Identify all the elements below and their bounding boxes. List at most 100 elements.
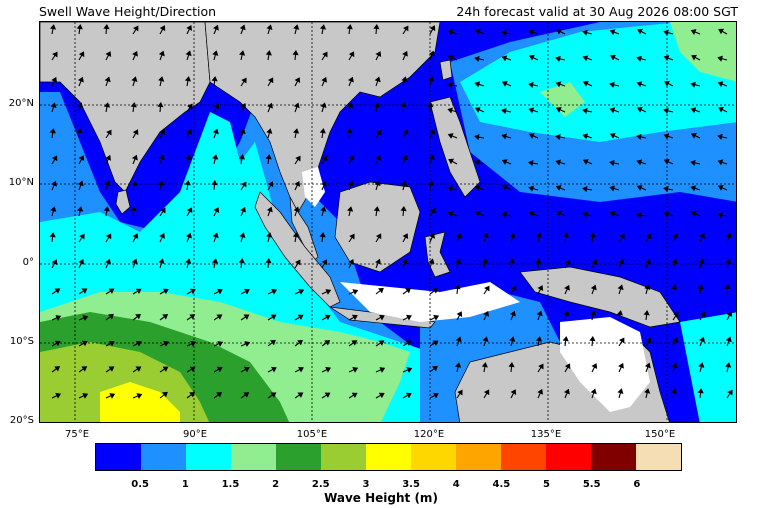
swell-arrow-head [501,55,508,62]
swell-arrow-head [717,185,724,191]
swell-arrow-head [405,392,412,399]
swell-arrow-head [610,54,616,61]
lon-label-135e: 135°E [530,429,562,440]
swell-arrow-head [474,28,481,35]
swell-arrow-head [717,55,723,62]
swell-arrow-head [212,232,219,239]
swell-arrow-head [211,258,219,264]
no-data-arafura [560,317,650,412]
swell-arrow-head [670,284,678,290]
swell-arrow-head [103,206,110,212]
lon-label-120e: 120°E [413,429,445,440]
swell-arrow-head [189,314,196,320]
colorbar-segment [591,444,636,470]
swell-arrow-head [483,389,490,396]
swell-arrow-head [109,393,116,399]
swell-arrow-head [725,336,732,343]
swell-arrow-head [51,155,58,162]
swell-arrow-head [294,180,301,187]
swell-arrow-head [618,258,625,265]
swell-arrow-head [717,159,724,166]
swell-arrow-head [400,205,407,212]
swell-arrow-head [265,257,272,264]
swell-arrow-head [447,185,453,192]
swell-arrow-head [455,232,462,239]
swell-arrow-head [190,341,197,347]
swell-arrow-head [378,340,385,346]
swell-arrow-head [49,128,56,134]
swell-arrow-head [475,210,481,217]
swell-arrow-head [270,339,276,346]
colorbar-tick-label: 4.5 [492,479,511,490]
swell-arrow-head [456,311,463,317]
land-new-guinea [519,266,681,328]
swell-arrow-head [379,314,385,321]
swell-arrow-head [590,310,597,316]
swell-arrow-head [401,154,408,161]
swell-arrow-head [528,54,535,61]
swell-arrow-head [54,340,61,347]
swell-arrow-head [717,133,723,140]
swell-arrow-head [159,232,165,239]
swell-arrow-head [76,24,83,30]
swell-arrow-head [320,206,327,212]
swell-arrow-head [663,29,669,36]
swell-arrow-head [295,259,301,266]
colorbar-segment [411,444,456,470]
swell-arrow-head [374,180,381,187]
swell-arrow-head [582,186,588,193]
swell-arrow-head [292,49,299,56]
swell-arrow-head [162,288,169,295]
swell-arrow-head [474,107,481,113]
swell-arrow-head [324,340,331,346]
swell-arrow-head [346,206,354,212]
swell-arrow-head [186,128,192,135]
swell-arrow-head [644,362,651,369]
swell-arrow-head [325,366,332,373]
swell-arrow-head [239,24,246,31]
swell-arrow-head [374,76,381,83]
swell-arrow-head [698,362,705,368]
swell-arrow-head [162,314,169,320]
swell-arrow-head [537,388,543,395]
swell-arrow-head [159,25,166,32]
swell-arrow-head [616,310,623,316]
swell-arrow-head [619,337,625,344]
swell-arrow-head [266,24,273,31]
swell-arrow-head [77,180,84,187]
swell-arrow-head [591,259,598,266]
swell-arrow-head [501,81,508,87]
swell-arrow-head [322,51,328,58]
swell-arrow-head [240,206,246,213]
swell-arrow-head [77,102,84,108]
swell-arrow-head [672,233,679,239]
swell-arrow-head [321,180,327,187]
swell-arrow-head [672,336,679,343]
swell-arrow-head [321,155,328,162]
swell-arrow-head [293,24,300,30]
swell-arrow-head [428,50,435,57]
swell-arrow-head [104,76,111,83]
swell-arrow-head [185,154,192,161]
swell-arrow-head [347,102,354,108]
swell-arrow-head [267,77,274,84]
swell-arrow-head [51,76,57,83]
swell-arrow-head [618,362,624,369]
swell-arrow-head [212,128,219,135]
land-india [40,22,211,193]
swell-arrow-head [271,366,277,373]
swell-arrow-head [509,232,516,239]
swell-arrow-head [563,388,570,395]
swell-arrow-head [135,313,142,320]
swell-arrow-head [690,211,697,217]
swell-arrow-head [510,389,517,395]
swell-arrow-head [484,285,490,292]
swell-arrow-head [158,258,165,265]
swell-arrow-head [352,289,359,295]
swell-arrow-head [501,159,508,165]
swell-arrow-head [243,392,250,398]
swell-arrow-head [403,25,409,32]
colorbar-tick-label: 6 [633,479,641,490]
swell-arrow-head [243,314,250,320]
swell-arrow-head [427,180,435,186]
